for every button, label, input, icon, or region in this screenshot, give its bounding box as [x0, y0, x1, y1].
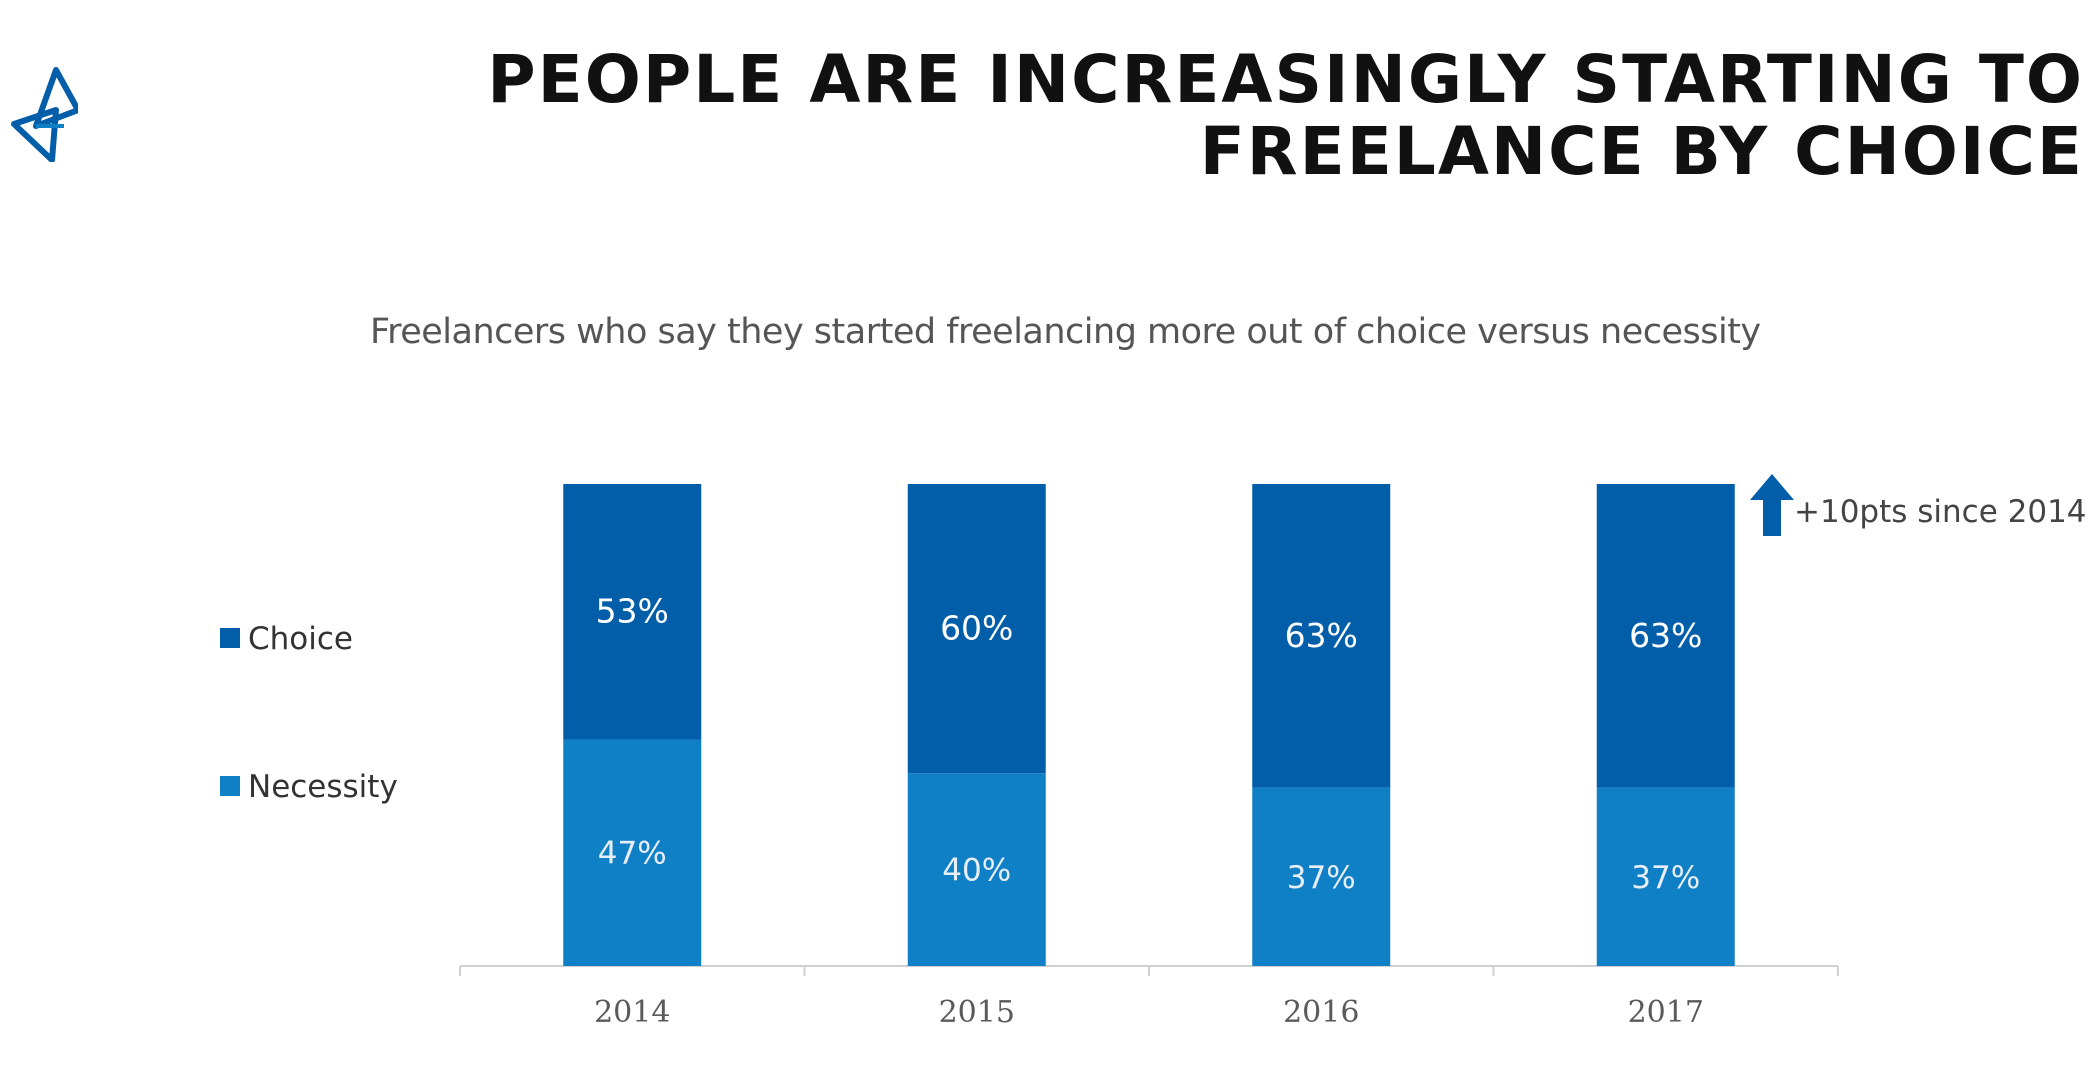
up-arrow-icon: [1750, 474, 1794, 536]
legend-label-necessity: Necessity: [248, 769, 398, 805]
bar-choice-2017: [1596, 484, 1735, 788]
bar-necessity-2014: [563, 739, 702, 966]
data-label-necessity: 40%: [942, 853, 1011, 889]
data-label-choice: 63%: [1285, 616, 1358, 655]
chart-title: Freelancers who say they started freelan…: [370, 312, 1761, 352]
data-label-choice: 63%: [1629, 616, 1702, 655]
data-label-necessity: 47%: [598, 836, 667, 872]
legend-swatch-choice: [220, 628, 240, 648]
bar-choice-2014: [563, 484, 702, 740]
bar-necessity-2017: [1596, 787, 1735, 966]
data-label-necessity: 37%: [1287, 860, 1356, 896]
data-label-choice: 60%: [940, 609, 1013, 648]
bar-choice-2015: [907, 484, 1046, 774]
x-tick-label: 2015: [939, 995, 1015, 1030]
data-label-choice: 53%: [596, 592, 669, 631]
x-tick-label: 2016: [1283, 995, 1359, 1030]
bar-necessity-2015: [907, 773, 1046, 966]
legend-swatch-necessity: [220, 776, 240, 796]
x-tick-label: 2017: [1628, 995, 1704, 1030]
bar-choice-2016: [1252, 484, 1391, 788]
bar-necessity-2016: [1252, 787, 1391, 966]
legend-label-choice: Choice: [248, 621, 353, 657]
x-tick-label: 2014: [594, 995, 670, 1030]
page-title: PEOPLE ARE INCREASINGLY STARTING TO FREE…: [487, 41, 2084, 190]
logo-icon: [11, 67, 78, 162]
annotation-text: +10pts since 2014: [1794, 494, 2087, 530]
data-label-necessity: 37%: [1631, 860, 1700, 896]
